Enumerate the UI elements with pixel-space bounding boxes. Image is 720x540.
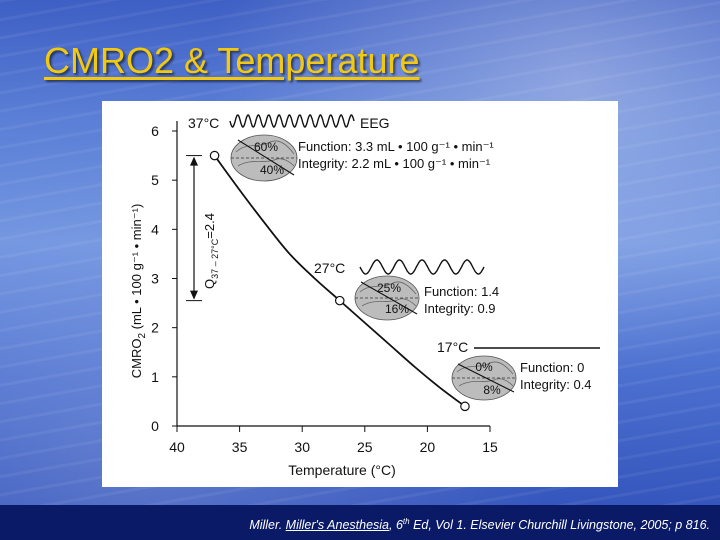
- y-tick-label-3: 3: [151, 271, 159, 287]
- y-tick-label-6: 6: [151, 123, 159, 139]
- y-tick-label-5: 5: [151, 172, 159, 188]
- brain-37-bottom-percent: 40%: [260, 163, 284, 177]
- brain-icon-37: 60% 40%: [230, 134, 298, 182]
- x-tick-label-40: 40: [169, 439, 185, 455]
- annotation-37-function: Function: 3.3 mL • 100 g⁻¹ • min⁻¹: [298, 139, 494, 154]
- data-point-37: [209, 150, 220, 161]
- annotation-37-temp: 37°C: [188, 115, 219, 131]
- brain-37-top-percent: 60%: [254, 140, 278, 154]
- citation-book-title: Miller's Anesthesia: [285, 518, 390, 533]
- annotation-27-temp: 27°C: [314, 260, 345, 276]
- y-tick-label-1: 1: [151, 369, 159, 385]
- annotation-17-temp: 17°C: [437, 339, 468, 355]
- chart-panel: 0 1 2 3 4 5 6 40 35 30 25 20 15 Temperature (°C) CM…: [102, 101, 618, 487]
- q10-arrow-head-up: [190, 156, 198, 166]
- x-tick-label-15: 15: [482, 439, 498, 455]
- data-point-17: [460, 401, 470, 412]
- x-tick-label-35: 35: [232, 439, 248, 455]
- x-tick-label-30: 30: [294, 439, 310, 455]
- eeg-wave-27: [359, 259, 485, 275]
- brain-icon-27: 25% 16%: [354, 275, 420, 321]
- annotation-17-function: Function: 0: [520, 360, 584, 375]
- x-tick-label-20: 20: [420, 439, 436, 455]
- annotation-37-integrity: Integrity: 2.2 mL • 100 g⁻¹ • min⁻¹: [298, 156, 491, 171]
- annotation-27-function: Function: 1.4: [424, 284, 499, 299]
- slide-title: CMRO2 & Temperature: [44, 40, 420, 81]
- y-tick-label-2: 2: [151, 320, 159, 336]
- cmro2-curve: [213, 155, 466, 408]
- brain-27-top-percent: 25%: [377, 281, 401, 295]
- cmro2-temperature-chart: 0 1 2 3 4 5 6 40 35 30 25 20 15 Temperature (°C) CM…: [129, 114, 600, 478]
- citation-text: Miller. Miller's Anesthesia, 6th Ed, Vol…: [249, 517, 710, 533]
- citation-bar: Miller. Miller's Anesthesia, 6th Ed, Vol…: [0, 505, 720, 540]
- annotation-37-eeg: EEG: [360, 115, 390, 131]
- brain-27-bottom-percent: 16%: [385, 302, 409, 316]
- y-tick-label-4: 4: [151, 221, 159, 237]
- q10-arrow-head-down: [190, 290, 198, 300]
- eeg-wave-37: [229, 114, 355, 128]
- annotation-17-integrity: Integrity: 0.4: [520, 377, 592, 392]
- annotation-27-integrity: Integrity: 0.9: [424, 301, 496, 316]
- brain-17-top-percent: 0%: [475, 360, 493, 374]
- x-tick-label-25: 25: [357, 439, 373, 455]
- brain-icon-17: 0% 8%: [451, 355, 517, 401]
- y-axis-label: CMRO2 (mL • 100 g⁻¹ • min⁻¹): [129, 204, 148, 379]
- x-axis-label: Temperature (°C): [288, 462, 396, 478]
- q10-label: Q37 – 27°C=2.4: [202, 213, 220, 289]
- brain-17-bottom-percent: 8%: [483, 383, 501, 397]
- y-tick-label-0: 0: [151, 418, 159, 434]
- data-point-27: [334, 295, 345, 306]
